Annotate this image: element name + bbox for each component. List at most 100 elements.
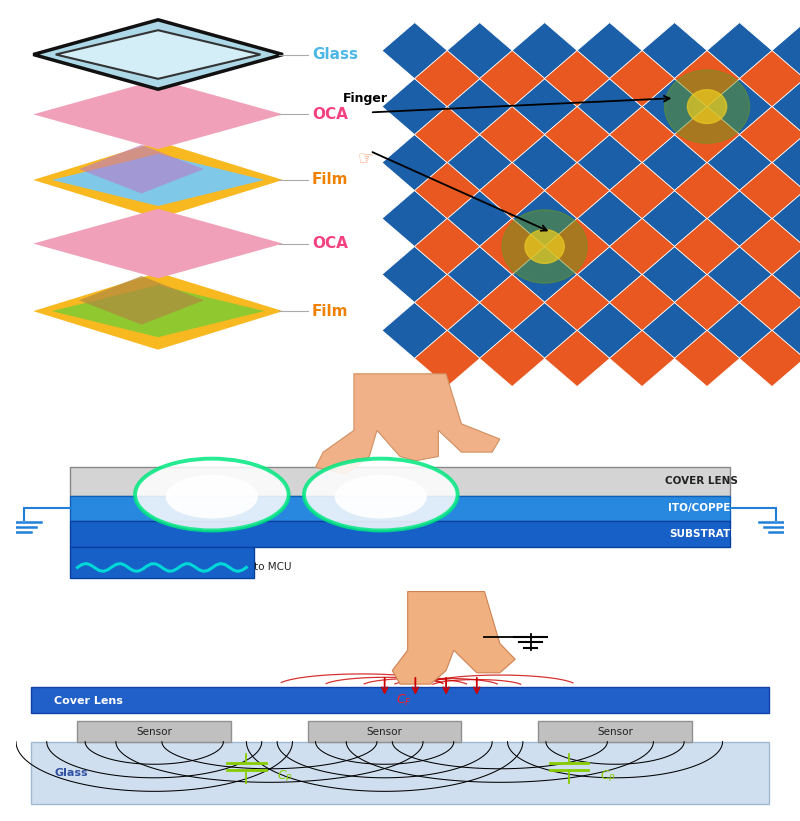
Polygon shape — [674, 163, 740, 218]
Polygon shape — [447, 135, 512, 190]
Polygon shape — [382, 302, 447, 359]
Polygon shape — [707, 22, 772, 79]
Polygon shape — [382, 246, 447, 303]
Polygon shape — [34, 20, 283, 89]
Polygon shape — [512, 190, 578, 246]
Circle shape — [687, 89, 726, 123]
Ellipse shape — [166, 475, 258, 519]
Text: to MCU: to MCU — [254, 562, 291, 572]
Polygon shape — [479, 50, 545, 107]
Polygon shape — [479, 107, 545, 163]
Ellipse shape — [334, 475, 427, 519]
Polygon shape — [739, 107, 800, 163]
Text: Sensor: Sensor — [366, 727, 402, 736]
Polygon shape — [545, 163, 610, 218]
FancyBboxPatch shape — [31, 687, 769, 713]
Polygon shape — [577, 79, 642, 135]
Polygon shape — [674, 107, 740, 163]
FancyBboxPatch shape — [538, 722, 692, 741]
Polygon shape — [610, 274, 674, 331]
Circle shape — [502, 210, 587, 283]
Polygon shape — [447, 302, 512, 359]
Polygon shape — [414, 330, 480, 387]
Polygon shape — [315, 374, 500, 474]
Polygon shape — [512, 79, 578, 135]
Polygon shape — [392, 591, 515, 684]
Polygon shape — [34, 209, 283, 278]
Polygon shape — [414, 274, 480, 331]
Polygon shape — [577, 190, 642, 246]
Polygon shape — [512, 22, 578, 79]
Polygon shape — [52, 285, 264, 337]
Polygon shape — [739, 218, 800, 275]
Polygon shape — [512, 135, 578, 190]
Text: 9: 9 — [573, 370, 581, 380]
Polygon shape — [642, 246, 707, 303]
Polygon shape — [610, 218, 674, 275]
Polygon shape — [447, 246, 512, 303]
Polygon shape — [707, 135, 772, 190]
Polygon shape — [577, 246, 642, 303]
Text: 7: 7 — [703, 370, 711, 380]
Text: OCA: OCA — [312, 236, 348, 251]
Polygon shape — [610, 107, 674, 163]
Polygon shape — [545, 274, 610, 331]
Text: 11: 11 — [439, 370, 455, 380]
Polygon shape — [610, 163, 674, 218]
Ellipse shape — [304, 459, 458, 530]
Polygon shape — [707, 190, 772, 246]
Polygon shape — [79, 144, 204, 194]
Circle shape — [525, 230, 564, 264]
Polygon shape — [447, 190, 512, 246]
Text: 8: 8 — [638, 370, 646, 380]
FancyBboxPatch shape — [78, 722, 231, 741]
Text: Film: Film — [312, 304, 349, 319]
Text: ☞: ☞ — [358, 149, 374, 167]
Polygon shape — [707, 246, 772, 303]
Polygon shape — [545, 218, 610, 275]
Polygon shape — [642, 22, 707, 79]
Polygon shape — [610, 330, 674, 387]
Polygon shape — [382, 135, 447, 190]
Polygon shape — [34, 80, 283, 149]
Polygon shape — [610, 50, 674, 107]
Polygon shape — [674, 50, 740, 107]
Text: ITO/COPPER: ITO/COPPER — [667, 503, 738, 513]
Polygon shape — [772, 135, 800, 190]
Polygon shape — [642, 135, 707, 190]
Polygon shape — [642, 190, 707, 246]
Polygon shape — [545, 107, 610, 163]
Polygon shape — [512, 302, 578, 359]
Text: Glass: Glass — [54, 768, 88, 778]
Polygon shape — [56, 30, 261, 79]
Polygon shape — [414, 107, 480, 163]
Text: OCA: OCA — [312, 107, 348, 122]
Polygon shape — [545, 330, 610, 387]
Polygon shape — [382, 79, 447, 135]
FancyBboxPatch shape — [70, 496, 730, 521]
Text: 10: 10 — [505, 370, 520, 380]
Polygon shape — [382, 22, 447, 79]
Polygon shape — [772, 22, 800, 79]
Polygon shape — [674, 330, 740, 387]
Polygon shape — [707, 302, 772, 359]
Polygon shape — [772, 302, 800, 359]
Polygon shape — [79, 276, 204, 324]
Polygon shape — [577, 135, 642, 190]
Polygon shape — [479, 218, 545, 275]
FancyBboxPatch shape — [70, 521, 730, 547]
Text: COVER LENS: COVER LENS — [665, 476, 738, 487]
Polygon shape — [52, 154, 264, 206]
Polygon shape — [447, 22, 512, 79]
Polygon shape — [739, 274, 800, 331]
Text: 6: 6 — [768, 370, 776, 380]
Text: Cover Lens: Cover Lens — [54, 695, 123, 705]
Polygon shape — [414, 50, 480, 107]
Text: $C_P$: $C_P$ — [277, 769, 293, 784]
Polygon shape — [382, 190, 447, 246]
FancyBboxPatch shape — [31, 741, 769, 804]
Polygon shape — [34, 141, 283, 218]
Text: Sensor: Sensor — [136, 727, 172, 736]
Polygon shape — [479, 330, 545, 387]
Text: Glass: Glass — [312, 47, 358, 62]
